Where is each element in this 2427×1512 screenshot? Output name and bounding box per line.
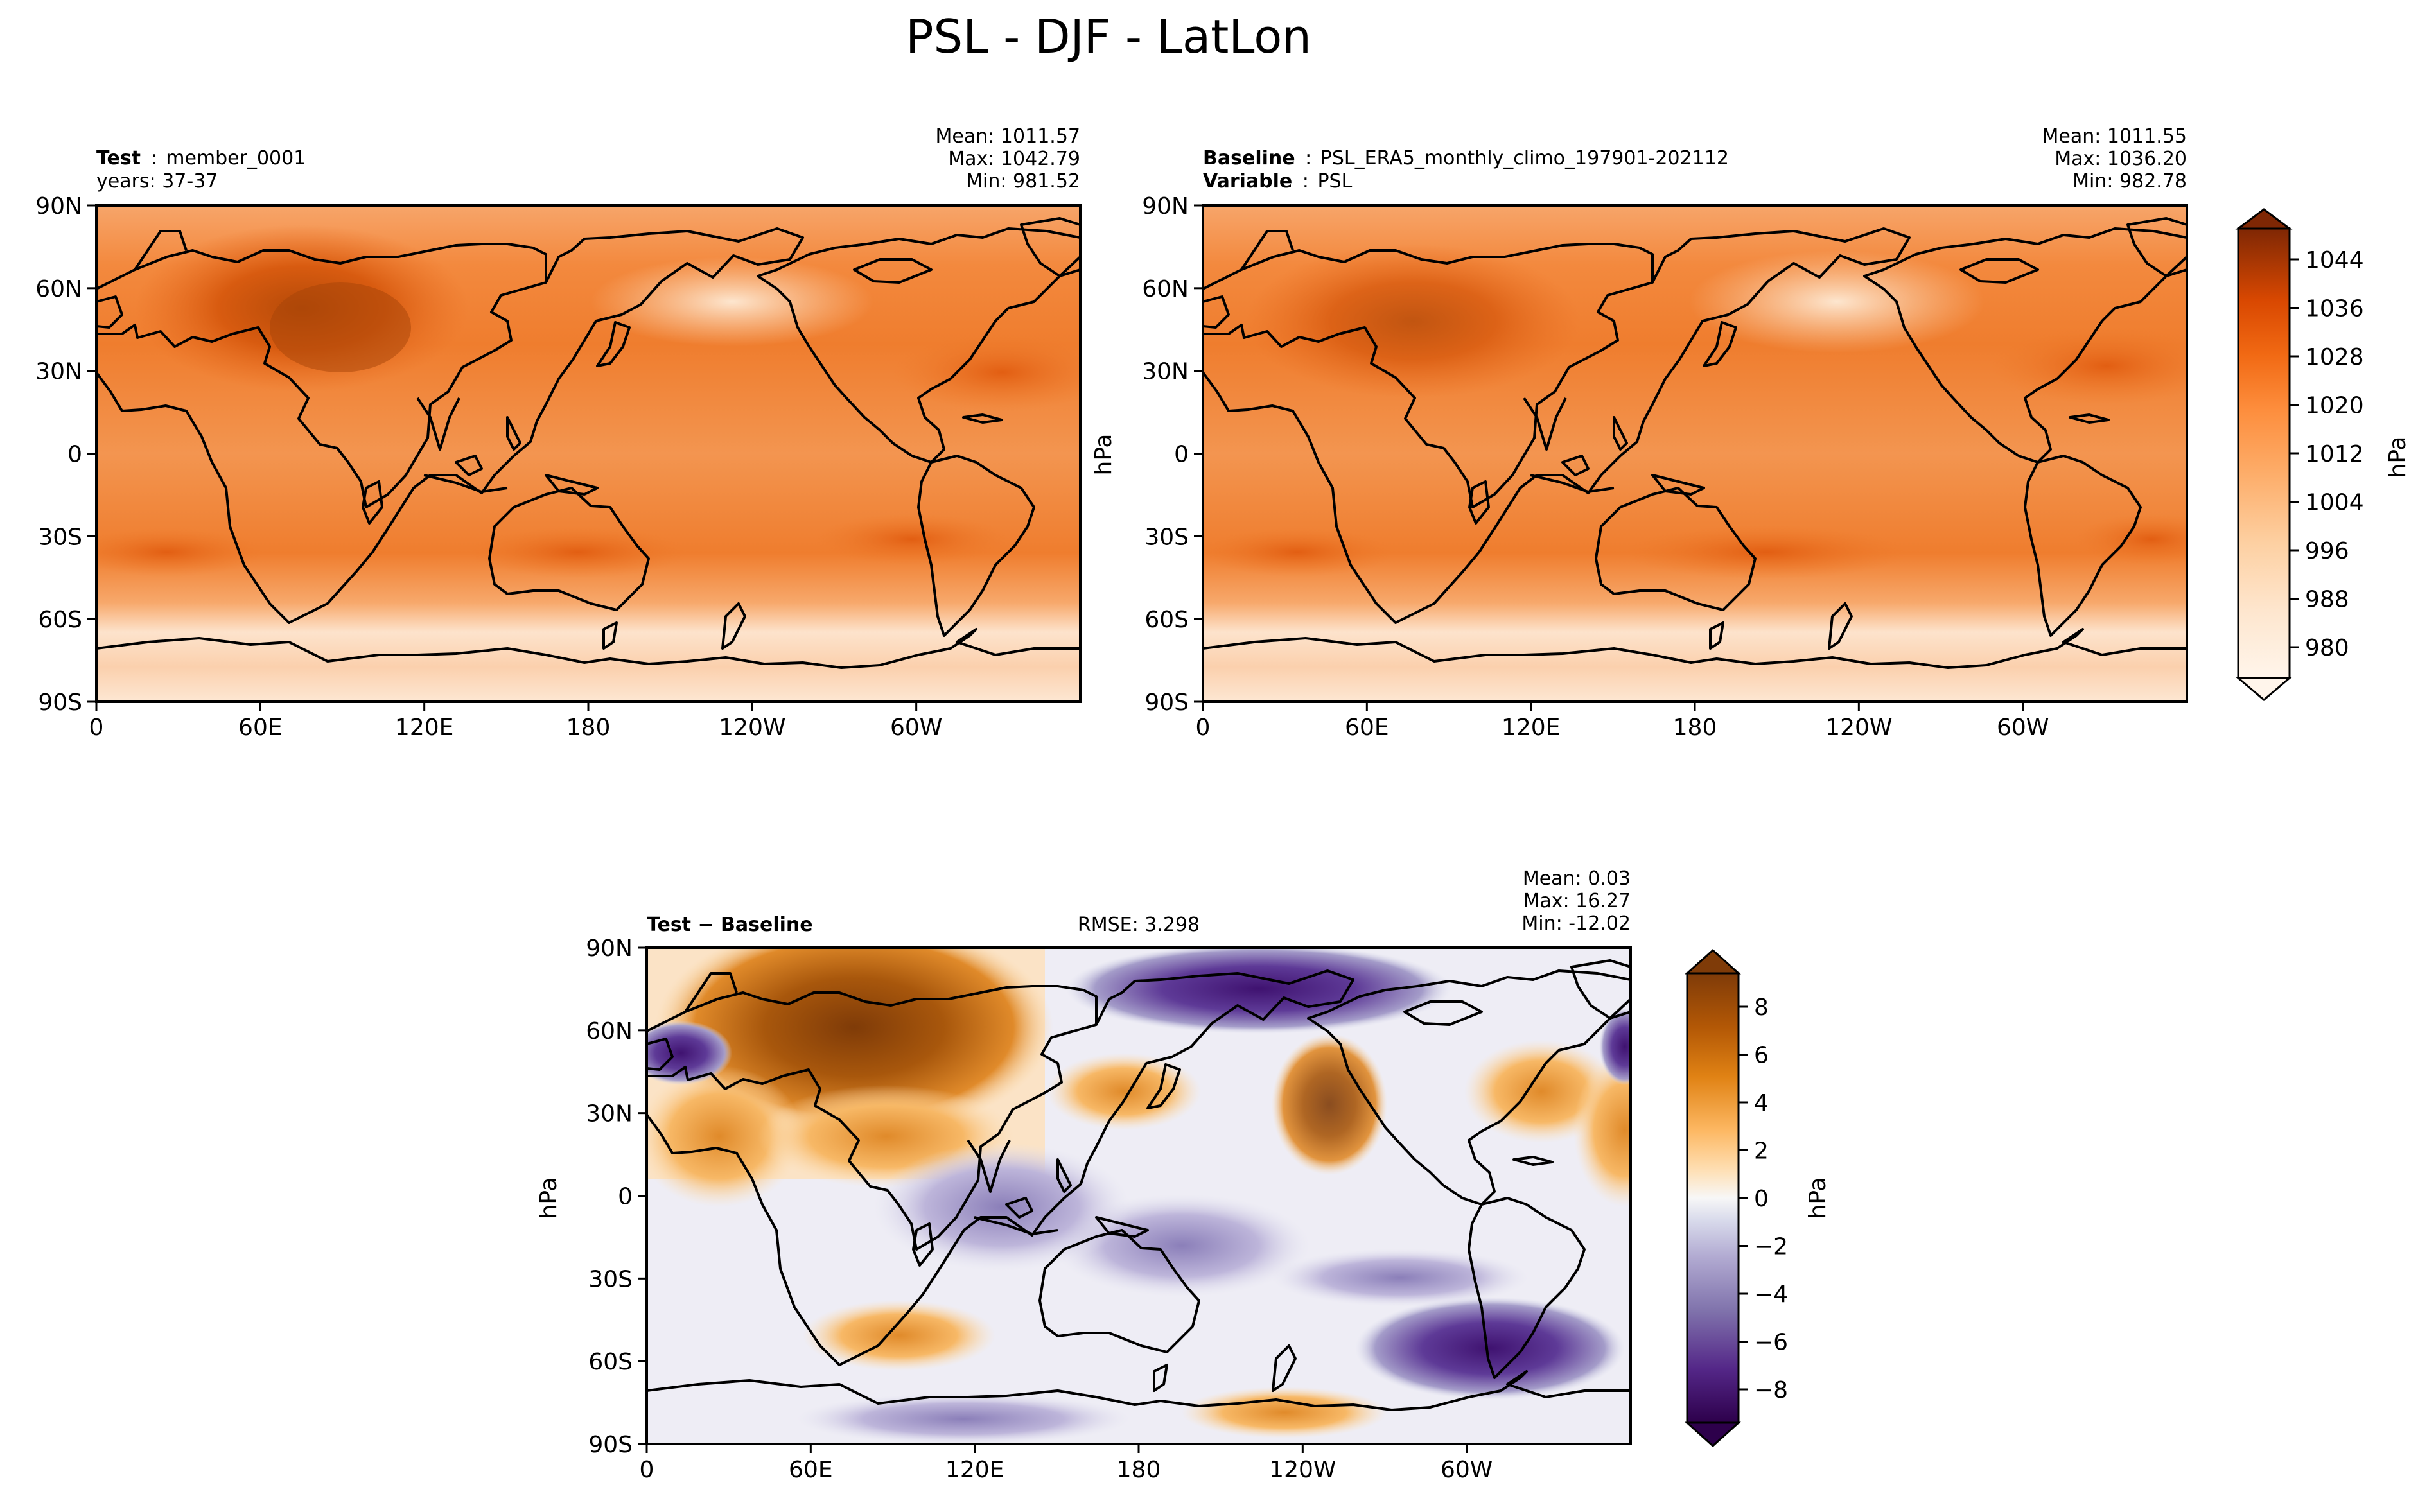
colorbar-tick-label: 1020 xyxy=(2305,393,2364,419)
y-tick-label: 30N xyxy=(35,359,82,385)
x-tick-label: 0 xyxy=(640,1457,654,1483)
difference-title: Test − Baseline xyxy=(647,914,813,936)
baseline-max: Max: 1036.20 xyxy=(2055,148,2187,170)
x-tick-label: 60W xyxy=(1997,715,2049,741)
difference-colorbar-ticks: 8 6 4 2 0 −2 −4 −6 −8 xyxy=(1739,995,1788,1403)
y-tick-label: 30S xyxy=(38,524,82,550)
test-title-label: Test xyxy=(96,147,141,169)
y-tick-label: 30N xyxy=(1142,359,1189,385)
test-max: Max: 1042.79 xyxy=(948,148,1080,170)
difference-min: Min: -12.02 xyxy=(1521,912,1631,935)
colorbar-tick-label: 996 xyxy=(2305,538,2349,564)
colorbar-tick-label: 1004 xyxy=(2305,490,2364,516)
y-tick-label: 30S xyxy=(1144,524,1189,550)
x-tick-label: 60W xyxy=(1441,1457,1493,1483)
test-subtitle: years: 37-37 xyxy=(96,170,218,193)
psl-colorbar: 1044 1036 1028 1020 1012 1004 996 988 980 hPa xyxy=(2235,208,2411,701)
colorbar-tick-label: −4 xyxy=(1754,1282,1788,1308)
figure-title: PSL - DJF - LatLon xyxy=(906,10,1311,64)
colorbar-tick-label: 1036 xyxy=(2305,296,2364,322)
test-map-field xyxy=(96,205,1080,702)
baseline-mean: Mean: 1011.55 xyxy=(2042,125,2187,148)
x-tick-label: 180 xyxy=(1117,1457,1161,1483)
baseline-axes: 0 60E 120E 180 120W 60W 90N 60N 30N 0 30S 60S 90S xyxy=(1142,193,2049,741)
y-tick-label: 90S xyxy=(1144,690,1189,716)
difference-rmse: RMSE: 3.298 xyxy=(1078,914,1200,936)
psl-colorbar-label: hPa xyxy=(2385,437,2411,478)
baseline-y-label: hPa xyxy=(1091,434,1117,476)
x-tick-label: 120W xyxy=(719,715,785,741)
y-tick-label: 0 xyxy=(618,1184,633,1210)
x-tick-label: 60E xyxy=(789,1457,833,1483)
test-min: Min: 981.52 xyxy=(966,170,1080,193)
x-tick-label: 180 xyxy=(1673,715,1717,741)
y-tick-label: 60N xyxy=(586,1018,633,1045)
colorbar-tick-label: −6 xyxy=(1754,1330,1788,1356)
difference-panel: Test − Baseline RMSE: 3.298 Mean: 0.03 M… xyxy=(536,867,1831,1483)
test-title-value: member_0001 xyxy=(166,147,306,169)
test-mean: Mean: 1011.57 xyxy=(936,125,1080,148)
x-tick-label: 0 xyxy=(89,715,104,741)
colorbar-tick-label: 4 xyxy=(1754,1090,1769,1117)
y-tick-label: 0 xyxy=(67,442,82,468)
x-tick-label: 60W xyxy=(890,715,942,741)
baseline-title: Baseline : PSL_ERA5_monthly_climo_197901… xyxy=(1203,147,1729,169)
y-tick-label: 60S xyxy=(588,1349,633,1375)
x-tick-label: 120E xyxy=(395,715,453,741)
test-panel: Test : member_0001 years: 37-37 Mean: 10… xyxy=(35,125,1082,741)
y-tick-label: 30N xyxy=(586,1101,633,1127)
psl-colorbar-ticks: 1044 1036 1028 1020 1012 1004 996 988 980 xyxy=(2290,247,2364,661)
difference-axes: 0 60E 120E 180 120W 60W 90N 60N 30N 0 30S 60S 90S xyxy=(586,935,1493,1483)
colorbar-tick-label: 988 xyxy=(2305,587,2349,613)
x-tick-label: 120E xyxy=(1502,715,1560,741)
baseline-variable-value: PSL xyxy=(1317,170,1352,193)
colorbar-tick-label: 6 xyxy=(1754,1043,1769,1069)
x-tick-label: 60E xyxy=(1345,715,1389,741)
x-tick-label: 60E xyxy=(238,715,283,741)
baseline-variable-label: Variable xyxy=(1203,170,1292,193)
colorbar-tick-label: 980 xyxy=(2305,635,2349,661)
baseline-map-field xyxy=(1203,205,2187,702)
y-tick-label: 90N xyxy=(586,935,633,962)
baseline-panel: Baseline : PSL_ERA5_monthly_climo_197901… xyxy=(1091,125,2411,741)
colorbar-tick-label: 0 xyxy=(1754,1186,1769,1212)
x-tick-label: 120E xyxy=(945,1457,1004,1483)
colorbar-tick-label: 1028 xyxy=(2305,344,2364,370)
baseline-title-value: PSL_ERA5_monthly_climo_197901-202112 xyxy=(1320,147,1729,169)
y-tick-label: 60S xyxy=(38,607,82,633)
y-tick-label: 30S xyxy=(588,1266,633,1292)
x-tick-label: 0 xyxy=(1196,715,1211,741)
x-tick-label: 120W xyxy=(1269,1457,1336,1483)
test-axes: 0 60E 120E 180 120W 60W 90N 60N 30N 0 30S 60S 90S xyxy=(35,193,942,741)
y-tick-label: 0 xyxy=(1174,442,1189,468)
difference-mean: Mean: 0.03 xyxy=(1523,867,1631,890)
difference-colorbar-label: hPa xyxy=(1805,1177,1831,1219)
test-title: Test : member_0001 xyxy=(96,147,306,169)
x-tick-label: 120W xyxy=(1825,715,1892,741)
y-tick-label: 90S xyxy=(588,1432,633,1458)
y-tick-label: 60N xyxy=(1142,276,1189,302)
difference-y-label: hPa xyxy=(536,1177,562,1219)
y-tick-label: 60S xyxy=(1144,607,1189,633)
colorbar-tick-label: 8 xyxy=(1754,995,1769,1021)
colorbar-tick-label: 1012 xyxy=(2305,441,2364,467)
colorbar-tick-label: 1044 xyxy=(2305,247,2364,274)
colorbar-tick-label: −2 xyxy=(1754,1234,1788,1260)
y-tick-label: 90N xyxy=(35,193,82,220)
difference-colorbar: 8 6 4 2 0 −2 −4 −6 −8 hPa xyxy=(1685,948,1831,1448)
colorbar-tick-label: −8 xyxy=(1754,1377,1788,1403)
y-tick-label: 90S xyxy=(38,690,82,716)
baseline-title-label: Baseline xyxy=(1203,147,1295,169)
difference-max: Max: 16.27 xyxy=(1523,890,1631,912)
baseline-min: Min: 982.78 xyxy=(2072,170,2187,193)
x-tick-label: 180 xyxy=(566,715,611,741)
y-tick-label: 60N xyxy=(35,276,82,302)
y-tick-label: 90N xyxy=(1142,193,1189,220)
baseline-variable: Variable : PSL xyxy=(1203,170,1353,193)
difference-map-field xyxy=(647,948,1631,1444)
colorbar-tick-label: 2 xyxy=(1754,1138,1769,1165)
